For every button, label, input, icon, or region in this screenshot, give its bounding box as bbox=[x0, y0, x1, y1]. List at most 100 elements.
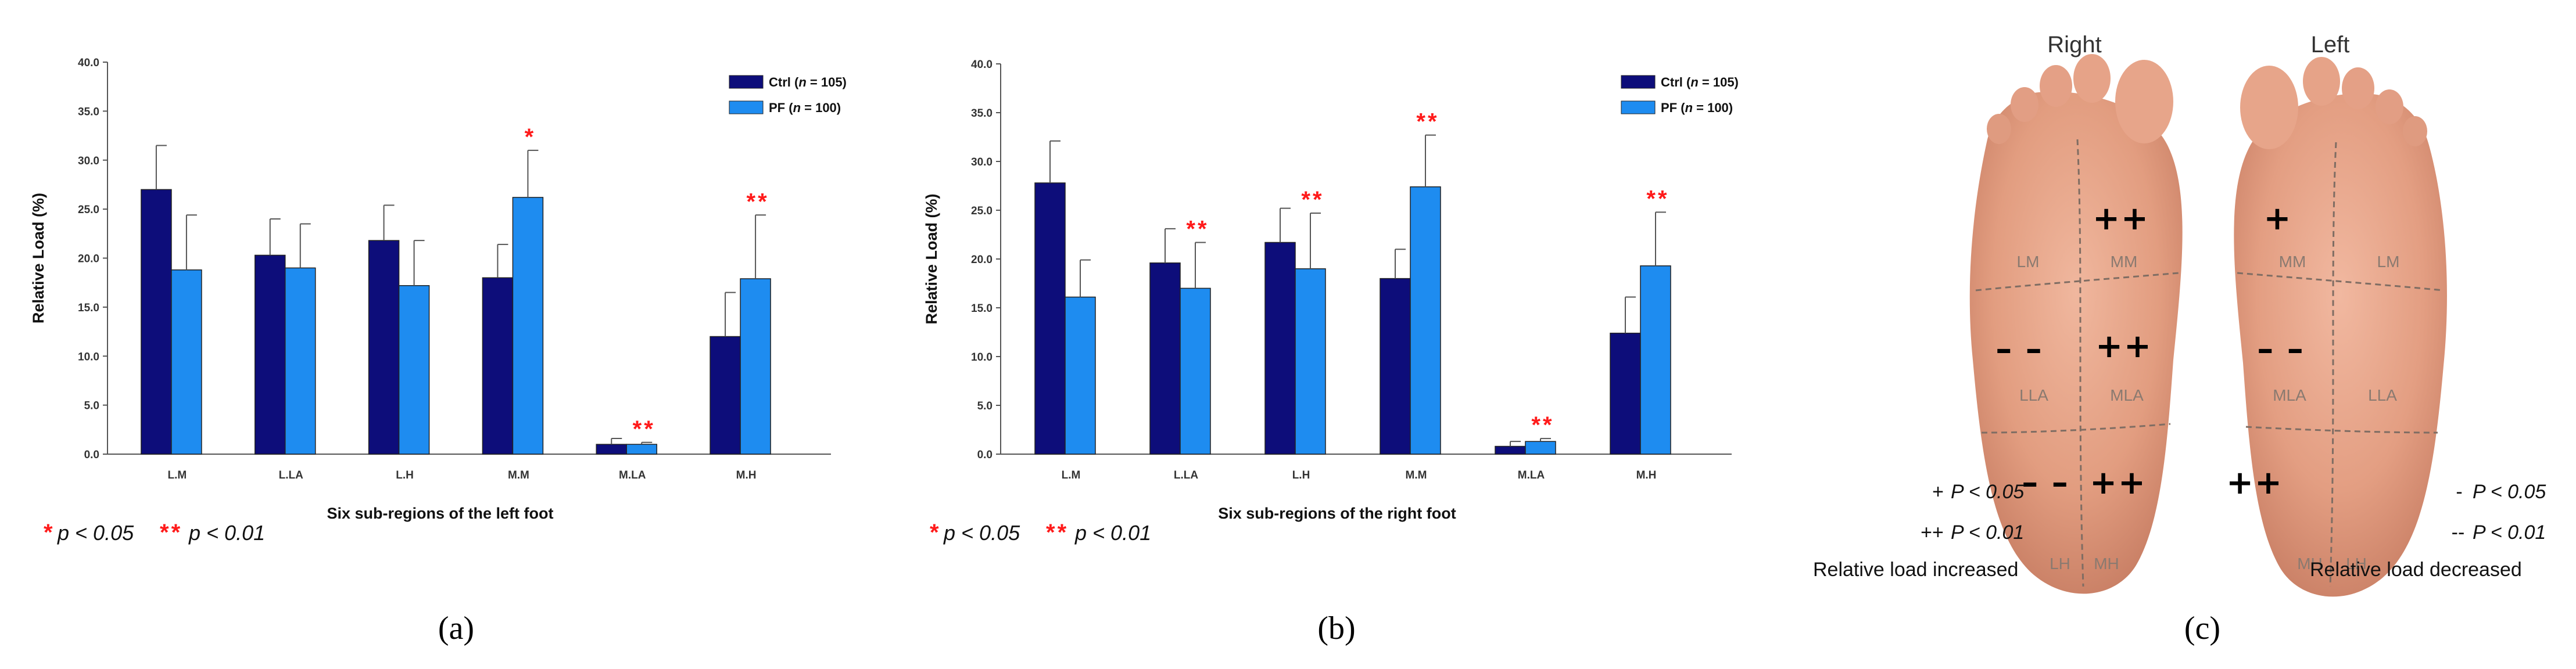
right-legend-label: PF (n = 100) bbox=[1661, 100, 1733, 115]
left-big-toe bbox=[2240, 66, 2298, 149]
left-bar-pf bbox=[626, 444, 657, 455]
right-x-tick-label: M.M bbox=[1406, 469, 1427, 481]
chart-left-foot: 0.0 5.0 10.0 15.0 20.0 25.0 30.0 35.0 40.0 Relati… bbox=[30, 57, 847, 646]
right-y-axis-title: Relative Load (%) bbox=[923, 193, 940, 324]
left-y-tick-label: 40.0 bbox=[78, 57, 99, 69]
left-y-tick-label: 0.0 bbox=[84, 449, 99, 461]
legend-dec-caption: Relative load decreased bbox=[2310, 559, 2522, 581]
right-sig-star-2: ** bbox=[1046, 520, 1069, 545]
right-mark-mh: ++ bbox=[2090, 464, 2147, 502]
left-x-tick-label: L.H bbox=[396, 469, 414, 481]
left-region-mm: MM bbox=[2279, 253, 2306, 271]
right-x-tick-label: M.H bbox=[1636, 469, 1657, 481]
right-region-lla: LLA bbox=[2019, 386, 2048, 404]
left-y-tick-label: 30.0 bbox=[78, 155, 99, 167]
right-y-tick-label: 20.0 bbox=[971, 254, 993, 266]
right-legend-swatch bbox=[1621, 75, 1656, 89]
left-x-tick-label: M.M bbox=[508, 469, 529, 481]
left-bar-pf bbox=[398, 285, 430, 455]
panel-label-c: (c) bbox=[2184, 610, 2220, 646]
right-bar-pf bbox=[1065, 296, 1096, 455]
right-toe-3 bbox=[2040, 65, 2072, 107]
right-foot-title: Right bbox=[2047, 32, 2101, 57]
right-bar-pf bbox=[1640, 265, 1671, 455]
right-sig-note-2: p < 0.01 bbox=[1074, 521, 1151, 545]
left-x-tick-label: L.M bbox=[168, 469, 187, 481]
right-mark-mla: ++ bbox=[2095, 328, 2152, 365]
right-legend-label: Ctrl (n = 105) bbox=[1661, 75, 1739, 89]
left-divider-upper bbox=[2237, 272, 2444, 292]
right-divider-lower bbox=[1981, 423, 2171, 434]
left-y-tick-label: 25.0 bbox=[78, 204, 99, 216]
right-region-mh: MH bbox=[2094, 555, 2119, 573]
left-mark-mla: – – bbox=[2257, 330, 2305, 368]
right-y-tick-label: 30.0 bbox=[971, 156, 993, 168]
left-divider-lower bbox=[2245, 426, 2438, 434]
legend-minus-single: - bbox=[2456, 481, 2462, 503]
left-bar-pf bbox=[285, 267, 316, 455]
right-bar-ctrl bbox=[1495, 445, 1526, 455]
left-legend-swatch bbox=[729, 100, 764, 114]
right-x-tick-label: L.H bbox=[1292, 469, 1310, 481]
legend-decreased: - P < 0.05 -- P < 0.01 Relative load dec… bbox=[2310, 481, 2546, 581]
panel-label-b: (b) bbox=[1317, 610, 1355, 646]
legend-inc-p01: P < 0.01 bbox=[1951, 521, 2024, 544]
right-y-tick-label: 25.0 bbox=[971, 205, 993, 217]
right-significance-mark: ** bbox=[1531, 412, 1554, 438]
left-sig-star-2: ** bbox=[160, 520, 182, 545]
legend-increased: + P < 0.05 ++ P < 0.01 Relative load inc… bbox=[1813, 481, 2024, 581]
left-divider-vertical bbox=[2329, 142, 2337, 587]
left-region-mh: MH bbox=[2297, 555, 2323, 573]
legend-inc-caption: Relative load increased bbox=[1813, 559, 2018, 581]
right-y-tick-label: 10.0 bbox=[971, 351, 993, 364]
right-significance-mark: ** bbox=[1646, 186, 1669, 211]
right-bar-pf bbox=[1295, 268, 1326, 455]
right-region-lm: LM bbox=[2017, 253, 2040, 271]
left-foot-illustration: MM LM MLA LLA MH LH + – – ++ bbox=[2226, 57, 2447, 597]
right-mark-lla: – – bbox=[1995, 330, 2043, 368]
left-region-lh: LH bbox=[2346, 555, 2367, 573]
right-bar-ctrl bbox=[1034, 182, 1066, 455]
left-sig-star-1: * bbox=[44, 520, 55, 545]
legend-dec-p05: P < 0.05 bbox=[2473, 481, 2546, 503]
left-bar-pf bbox=[171, 269, 202, 455]
left-bar-pf bbox=[512, 197, 544, 455]
right-toe-4 bbox=[2011, 87, 2038, 122]
left-x-axis-title: Six sub-regions of the left foot bbox=[327, 505, 554, 522]
left-legend-swatch bbox=[729, 75, 764, 89]
left-bar-pf bbox=[740, 278, 771, 455]
right-bar-ctrl bbox=[1264, 242, 1296, 455]
left-bar-ctrl bbox=[141, 189, 172, 455]
chart-right-foot: 0.0 5.0 10.0 15.0 20.0 25.0 30.0 35.0 40.0 Relati… bbox=[923, 59, 1739, 646]
left-sig-note-1: p < 0.05 bbox=[57, 521, 134, 545]
right-bar-pf bbox=[1525, 441, 1556, 455]
right-x-axis-title: Six sub-regions of the right foot bbox=[1218, 505, 1456, 522]
right-bar-ctrl bbox=[1610, 332, 1641, 455]
right-legend-swatch bbox=[1621, 100, 1656, 114]
right-x-tick-label: L.LA bbox=[1174, 469, 1198, 481]
right-sig-note-1: p < 0.05 bbox=[943, 521, 1020, 545]
left-bar-ctrl bbox=[596, 444, 627, 455]
left-foot-sole bbox=[2234, 93, 2447, 597]
right-significance-mark: ** bbox=[1301, 187, 1324, 213]
right-foot-sole bbox=[1969, 91, 2183, 594]
right-big-toe bbox=[2115, 60, 2173, 143]
right-x-tick-label: L.M bbox=[1062, 469, 1081, 481]
left-mark-mm: + bbox=[2264, 200, 2292, 238]
left-significance-mark: ** bbox=[633, 416, 655, 442]
left-region-lm: LM bbox=[2377, 253, 2400, 271]
left-bar-ctrl bbox=[482, 277, 514, 455]
left-significance-mark: ** bbox=[747, 189, 769, 214]
right-region-lh: LH bbox=[2050, 555, 2070, 573]
legend-minus-double: -- bbox=[2452, 521, 2465, 544]
left-bar-ctrl bbox=[255, 254, 286, 455]
panel-label-a: (a) bbox=[438, 610, 474, 646]
left-sig-note-2: p < 0.01 bbox=[188, 521, 265, 545]
foot-diagram-panel: Right Left LM MM LLA MLA LH MH ++ – – ++… bbox=[1813, 32, 2546, 646]
right-x-tick-label: M.LA bbox=[1518, 469, 1545, 481]
left-toe-4 bbox=[2376, 89, 2403, 124]
left-toe-5 bbox=[2403, 116, 2427, 146]
left-x-tick-label: L.LA bbox=[279, 469, 303, 481]
left-y-tick-label: 10.0 bbox=[78, 351, 99, 363]
left-mark-mh: ++ bbox=[2226, 464, 2283, 502]
